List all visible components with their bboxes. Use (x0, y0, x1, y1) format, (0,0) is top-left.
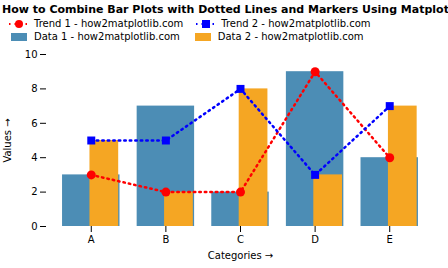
svg-text:2: 2 (31, 186, 37, 197)
svg-text:8: 8 (31, 83, 37, 94)
svg-text:Values →: Values → (2, 118, 13, 162)
svg-text:E: E (387, 234, 393, 245)
html-text:Data 1 - how2matplotlib.com: Data 1 - how2matplotlib.com (34, 31, 180, 42)
svg-text:10: 10 (25, 49, 38, 60)
svg-text:D: D (311, 234, 319, 245)
svg-text:C: C (237, 234, 244, 245)
svg-text:6: 6 (31, 118, 37, 129)
html-text:Data 2 - how2matplotlib.com: Data 2 - how2matplotlib.com (217, 31, 364, 42)
svg-text:0: 0 (31, 221, 37, 232)
svg-text:B: B (162, 234, 169, 245)
html-text:Trend 1 - how2matplotlib.com: Trend 1 - how2matplotlib.com (34, 18, 184, 29)
svg-text:4: 4 (31, 152, 37, 163)
svg-text:A: A (88, 234, 95, 245)
svg-text:Categories →: Categories → (208, 250, 273, 261)
html-text:Trend 2 - how2matplotlib.com: Trend 2 - how2matplotlib.com (221, 18, 371, 29)
